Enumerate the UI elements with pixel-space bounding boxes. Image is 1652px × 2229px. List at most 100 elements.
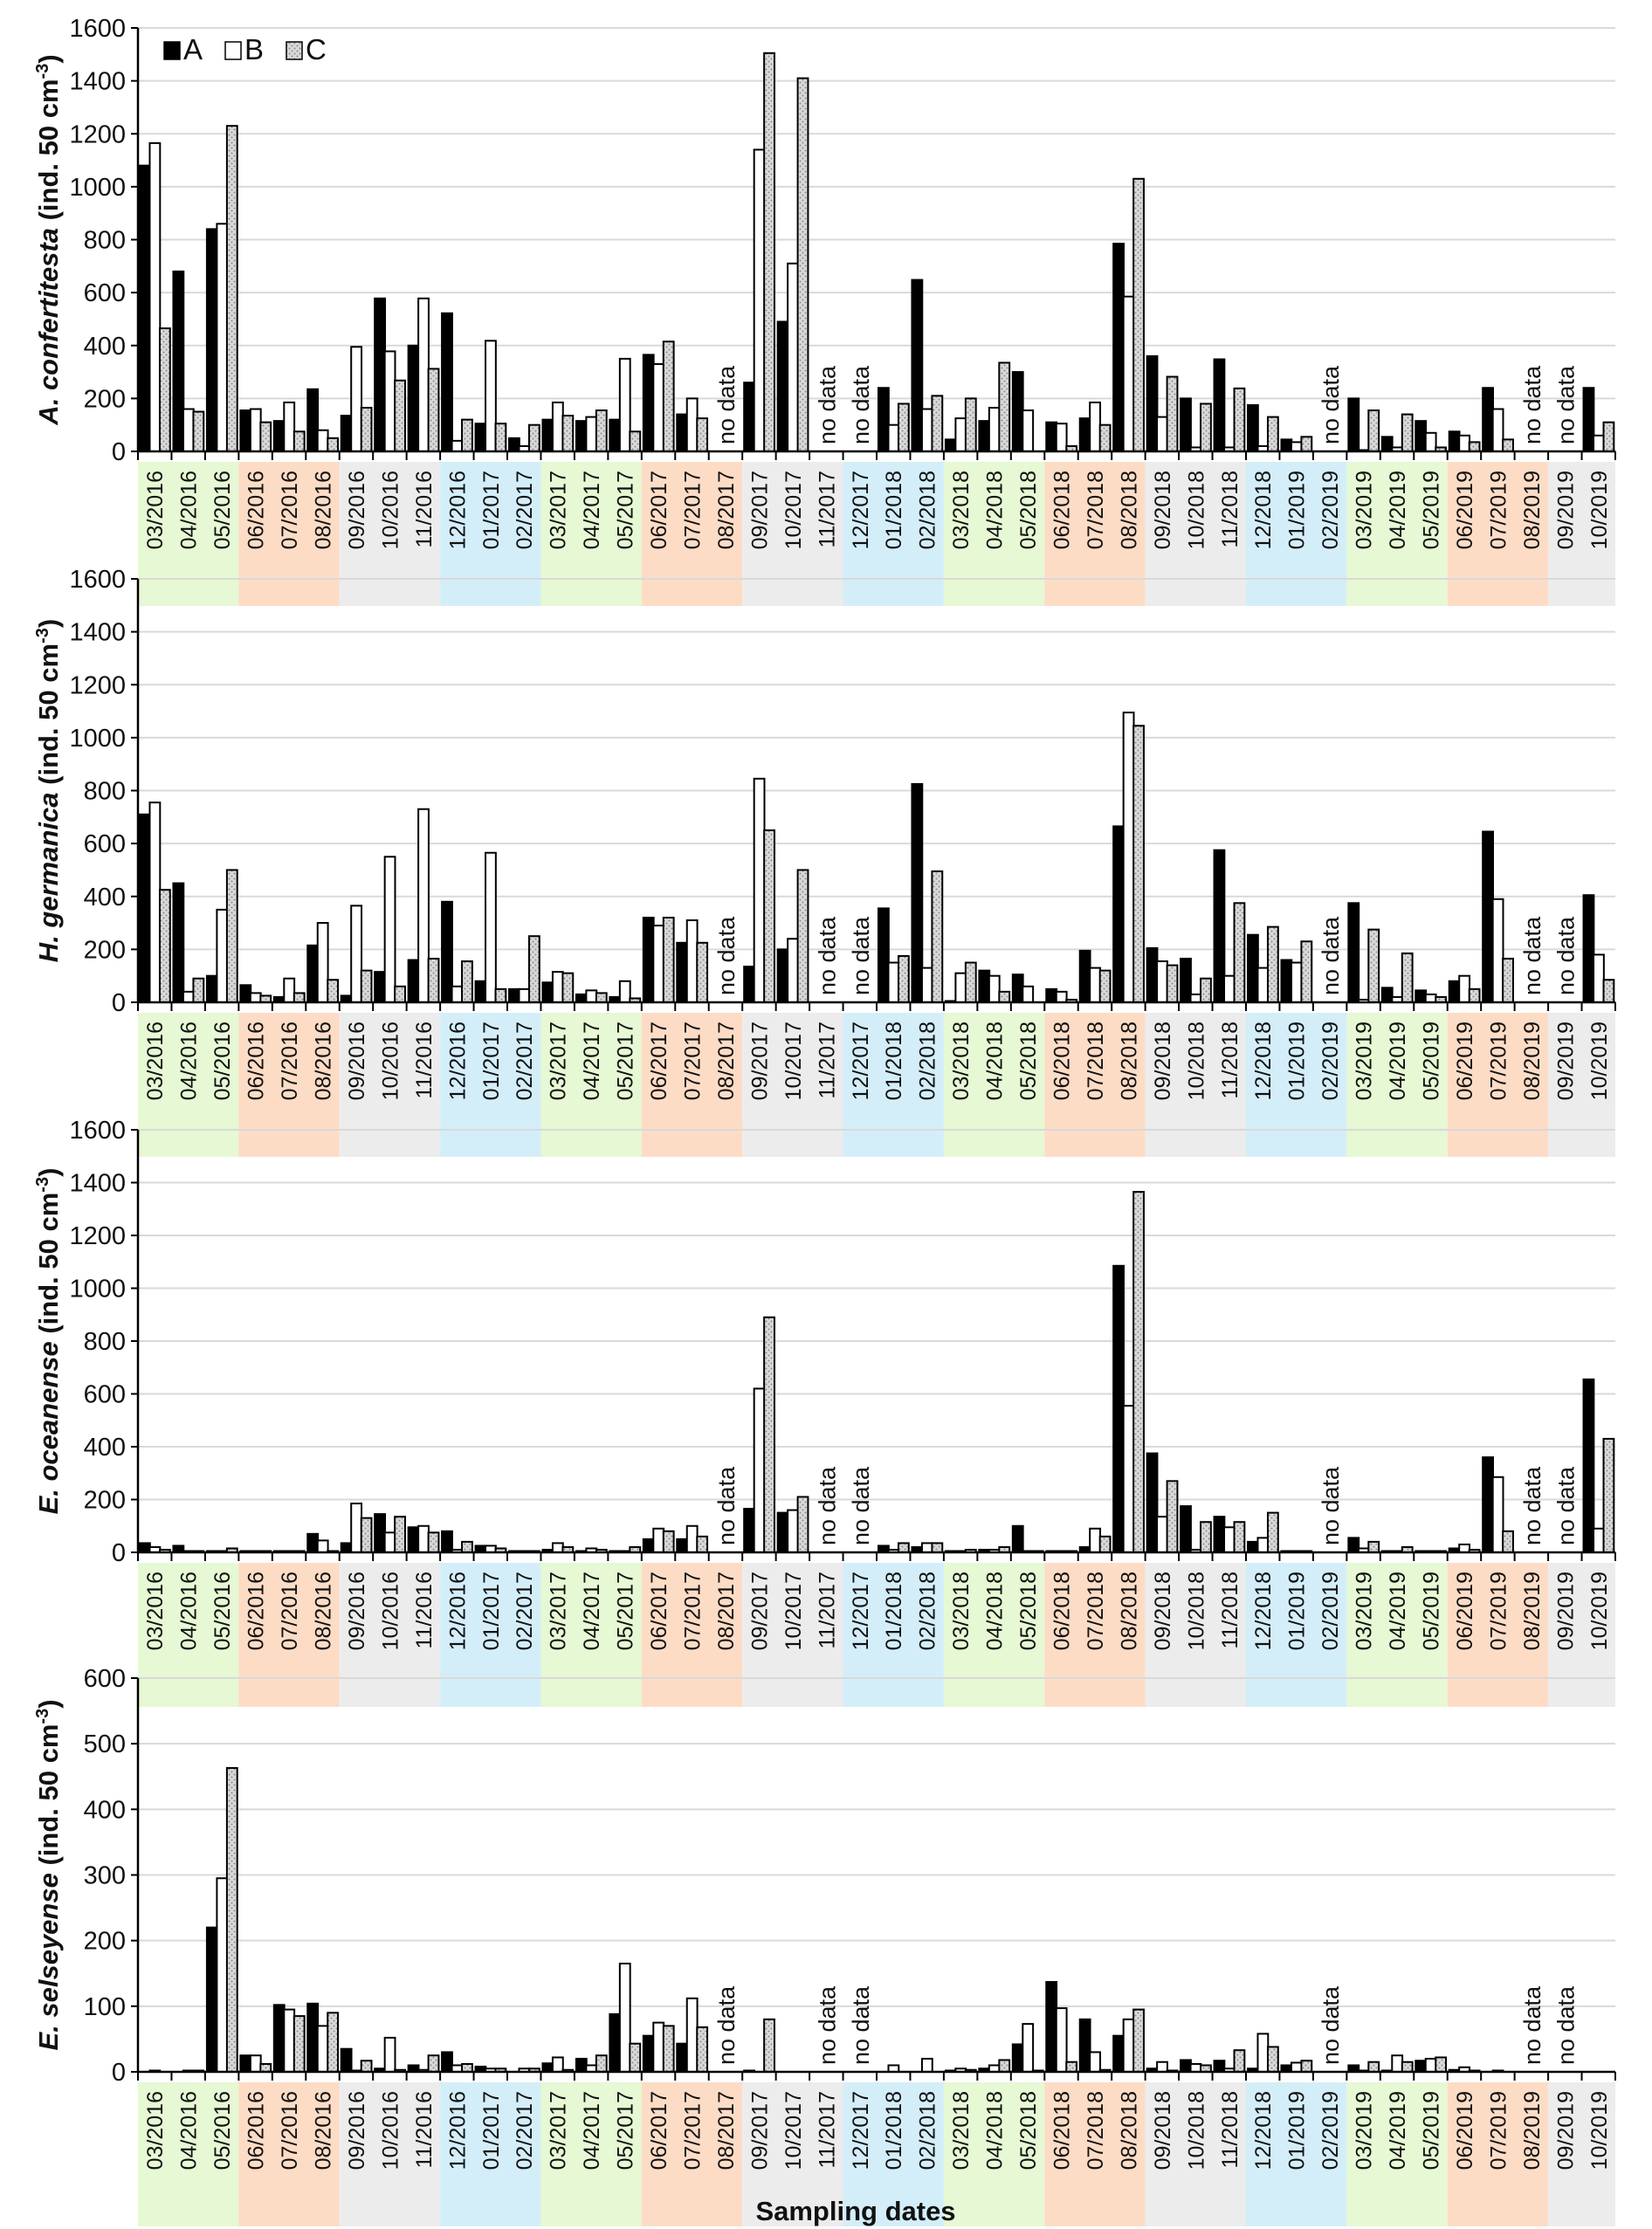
bar-B-05/2017 — [618, 980, 631, 1003]
bar-B-06/2016 — [249, 992, 262, 1003]
x-tick-label: 09/2018 — [1151, 2091, 1175, 2170]
no-data-label: no data — [814, 365, 840, 444]
x-tick-label: 05/2019 — [1420, 1572, 1444, 1650]
bar-B-12/2018 — [1256, 2033, 1270, 2073]
x-tick-label: 02/2018 — [916, 1572, 940, 1650]
bar-C-10/2016 — [394, 985, 406, 1003]
x-tick-label: 05/2018 — [1016, 471, 1041, 549]
x-tick-label: 08/2016 — [312, 1572, 336, 1650]
season-band-autumn — [1145, 1563, 1246, 1707]
season-band-winter — [843, 2082, 944, 2226]
bar-C-05/2017 — [629, 430, 642, 452]
x-tick-label: 09/2019 — [1553, 1022, 1578, 1100]
bar-C-07/2017 — [696, 1535, 709, 1553]
no-data-label: no data — [713, 916, 740, 995]
x-tick-label: 11/2017 — [815, 2091, 839, 2169]
season-band-spring — [1346, 1563, 1448, 1707]
bar-C-07/2018 — [1098, 423, 1112, 452]
bar-B-04/2017 — [585, 416, 598, 452]
bar-B-05/2019 — [1424, 2057, 1437, 2073]
bar-A-05/2018 — [1011, 1524, 1024, 1553]
bar-A-02/2017 — [508, 437, 520, 452]
y-tick-label: 800 — [84, 778, 126, 806]
x-tick-label: 09/2017 — [747, 1572, 772, 1650]
x-tick-label: 07/2017 — [681, 471, 706, 549]
x-tick-label: 11/2018 — [1218, 1572, 1242, 1649]
bar-C-03/2019 — [1367, 1540, 1380, 1554]
x-tick-label: 11/2018 — [1218, 1022, 1242, 1099]
bar-C-10/2017 — [796, 1496, 809, 1553]
bar-A-07/2016 — [272, 420, 286, 452]
x-tick-label: 08/2018 — [1117, 2091, 1141, 2170]
x-tick-label: 05/2018 — [1016, 1572, 1041, 1650]
x-tick-label: 12/2017 — [849, 1572, 873, 1650]
bar-C-03/2019 — [1367, 2060, 1380, 2074]
no-data-label: no data — [814, 916, 840, 995]
x-tick-label: 03/2018 — [949, 2091, 974, 2170]
season-band-spring — [540, 2082, 642, 2226]
x-tick-label: 04/2017 — [580, 1022, 604, 1100]
x-tick-label: 09/2017 — [747, 471, 772, 549]
bar-A-06/2018 — [1045, 987, 1058, 1003]
bar-A-08/2016 — [306, 388, 320, 452]
x-tick-label: 06/2018 — [1050, 471, 1075, 549]
no-data-label: no data — [1318, 365, 1344, 444]
x-tick-label: 11/2018 — [1218, 2091, 1242, 2169]
bar-B-05/2019 — [1424, 431, 1437, 452]
bar-A-09/2018 — [1146, 946, 1159, 1003]
bar-C-09/2016 — [360, 969, 373, 1003]
bar-A-10/2018 — [1180, 2059, 1192, 2073]
bar-B-08/2018 — [1122, 2018, 1135, 2074]
x-tick-label: 10/2017 — [781, 1022, 806, 1100]
bar-C-10/2019 — [1602, 421, 1615, 452]
x-tick-label: 09/2016 — [345, 471, 369, 549]
no-data-label: no data — [1519, 916, 1545, 995]
x-tick-label: 04/2016 — [177, 1572, 202, 1650]
season-band-spring — [943, 1563, 1045, 1707]
bar-A-12/2016 — [441, 2051, 453, 2073]
no-data-label: no data — [713, 1985, 740, 2065]
x-tick-label: 06/2017 — [647, 2091, 671, 2170]
bar-C-01/2017 — [494, 423, 507, 452]
bar-A-02/2017 — [508, 987, 520, 1003]
season-band-autumn — [1548, 462, 1615, 606]
x-tick-label: 07/2017 — [681, 1022, 706, 1100]
y-tick-label: 400 — [84, 1434, 126, 1462]
bar-B-10/2016 — [383, 2036, 396, 2073]
bar-B-06/2019 — [1458, 974, 1471, 1003]
no-data-label: no data — [713, 365, 740, 444]
bar-C-09/2018 — [1166, 1480, 1179, 1553]
bar-A-11/2018 — [1213, 2060, 1226, 2074]
bar-C-03/2019 — [1367, 409, 1380, 452]
season-band-summer — [1447, 1563, 1549, 1707]
x-tick-label: 08/2018 — [1117, 1022, 1141, 1100]
x-tick-label: 04/2017 — [580, 2091, 604, 2170]
bar-A-07/2017 — [676, 941, 689, 1003]
season-band-spring — [138, 1013, 239, 1157]
bar-C-06/2019 — [1468, 441, 1481, 452]
x-tick-label: 06/2019 — [1453, 2091, 1477, 2170]
x-tick-label: 07/2018 — [1084, 471, 1108, 549]
x-tick-label: 03/2017 — [547, 1022, 571, 1100]
bar-C-07/2017 — [696, 2026, 709, 2074]
bar-A-08/2018 — [1112, 1264, 1125, 1553]
bar-B-05/2018 — [1022, 409, 1035, 452]
bar-C-09/2017 — [763, 52, 775, 452]
bar-B-09/2016 — [350, 1503, 363, 1553]
bar-B-06/2017 — [652, 2021, 665, 2073]
bar-A-10/2017 — [776, 1511, 789, 1553]
bar-B-05/2019 — [1424, 993, 1437, 1003]
x-tick-label: 05/2019 — [1420, 1022, 1444, 1100]
x-tick-label: 01/2018 — [882, 1022, 906, 1100]
season-band-spring — [1346, 1013, 1448, 1157]
bar-A-06/2016 — [239, 984, 252, 1003]
x-tick-label: 07/2017 — [681, 2091, 706, 2170]
season-band-spring — [540, 1563, 642, 1707]
y-tick-label: 0 — [112, 438, 126, 466]
y-tick-label: 1000 — [69, 1276, 126, 1304]
no-data-label: no data — [1318, 1985, 1344, 2065]
bar-B-03/2017 — [551, 1542, 564, 1553]
bar-A-01/2018 — [878, 387, 890, 452]
x-tick-label: 11/2017 — [815, 1022, 839, 1099]
season-band-summer — [1447, 1013, 1549, 1157]
